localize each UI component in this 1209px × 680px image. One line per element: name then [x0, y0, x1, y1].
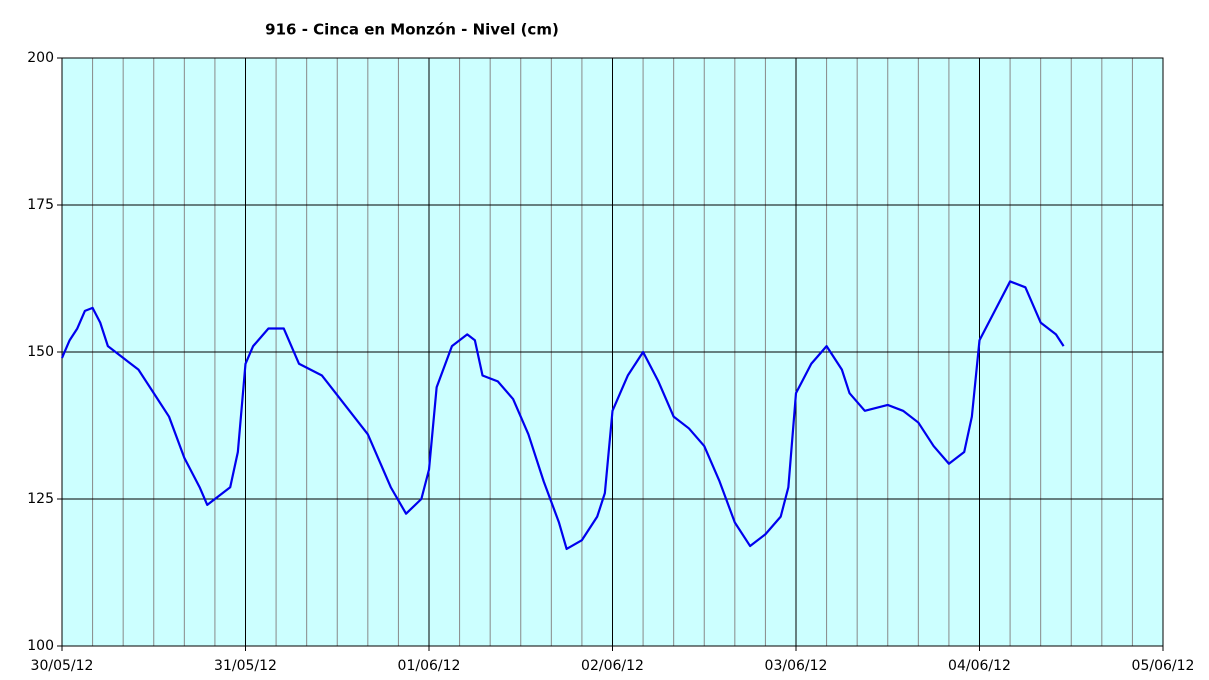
y-tick-label: 100 — [27, 638, 54, 654]
x-tick-label: 31/05/12 — [214, 658, 277, 674]
x-tick-label: 03/06/12 — [765, 658, 828, 674]
data-line — [60, 280, 1065, 551]
x-tick-label: 02/06/12 — [581, 658, 644, 674]
x-tick-label: 05/06/12 — [1132, 658, 1195, 674]
x-tick-label: 01/06/12 — [398, 658, 461, 674]
chart-title: 916 - Cinca en Monzón - Nivel (cm) — [265, 21, 559, 39]
x-tick-label: 04/06/12 — [948, 658, 1011, 674]
x-tick-label: 30/05/12 — [31, 658, 94, 674]
plot-border — [61, 57, 1164, 647]
y-tick-label: 175 — [27, 197, 54, 213]
y-tick-label: 200 — [27, 50, 54, 66]
y-tick-label: 125 — [27, 491, 54, 507]
y-tick-label: 150 — [27, 344, 54, 360]
